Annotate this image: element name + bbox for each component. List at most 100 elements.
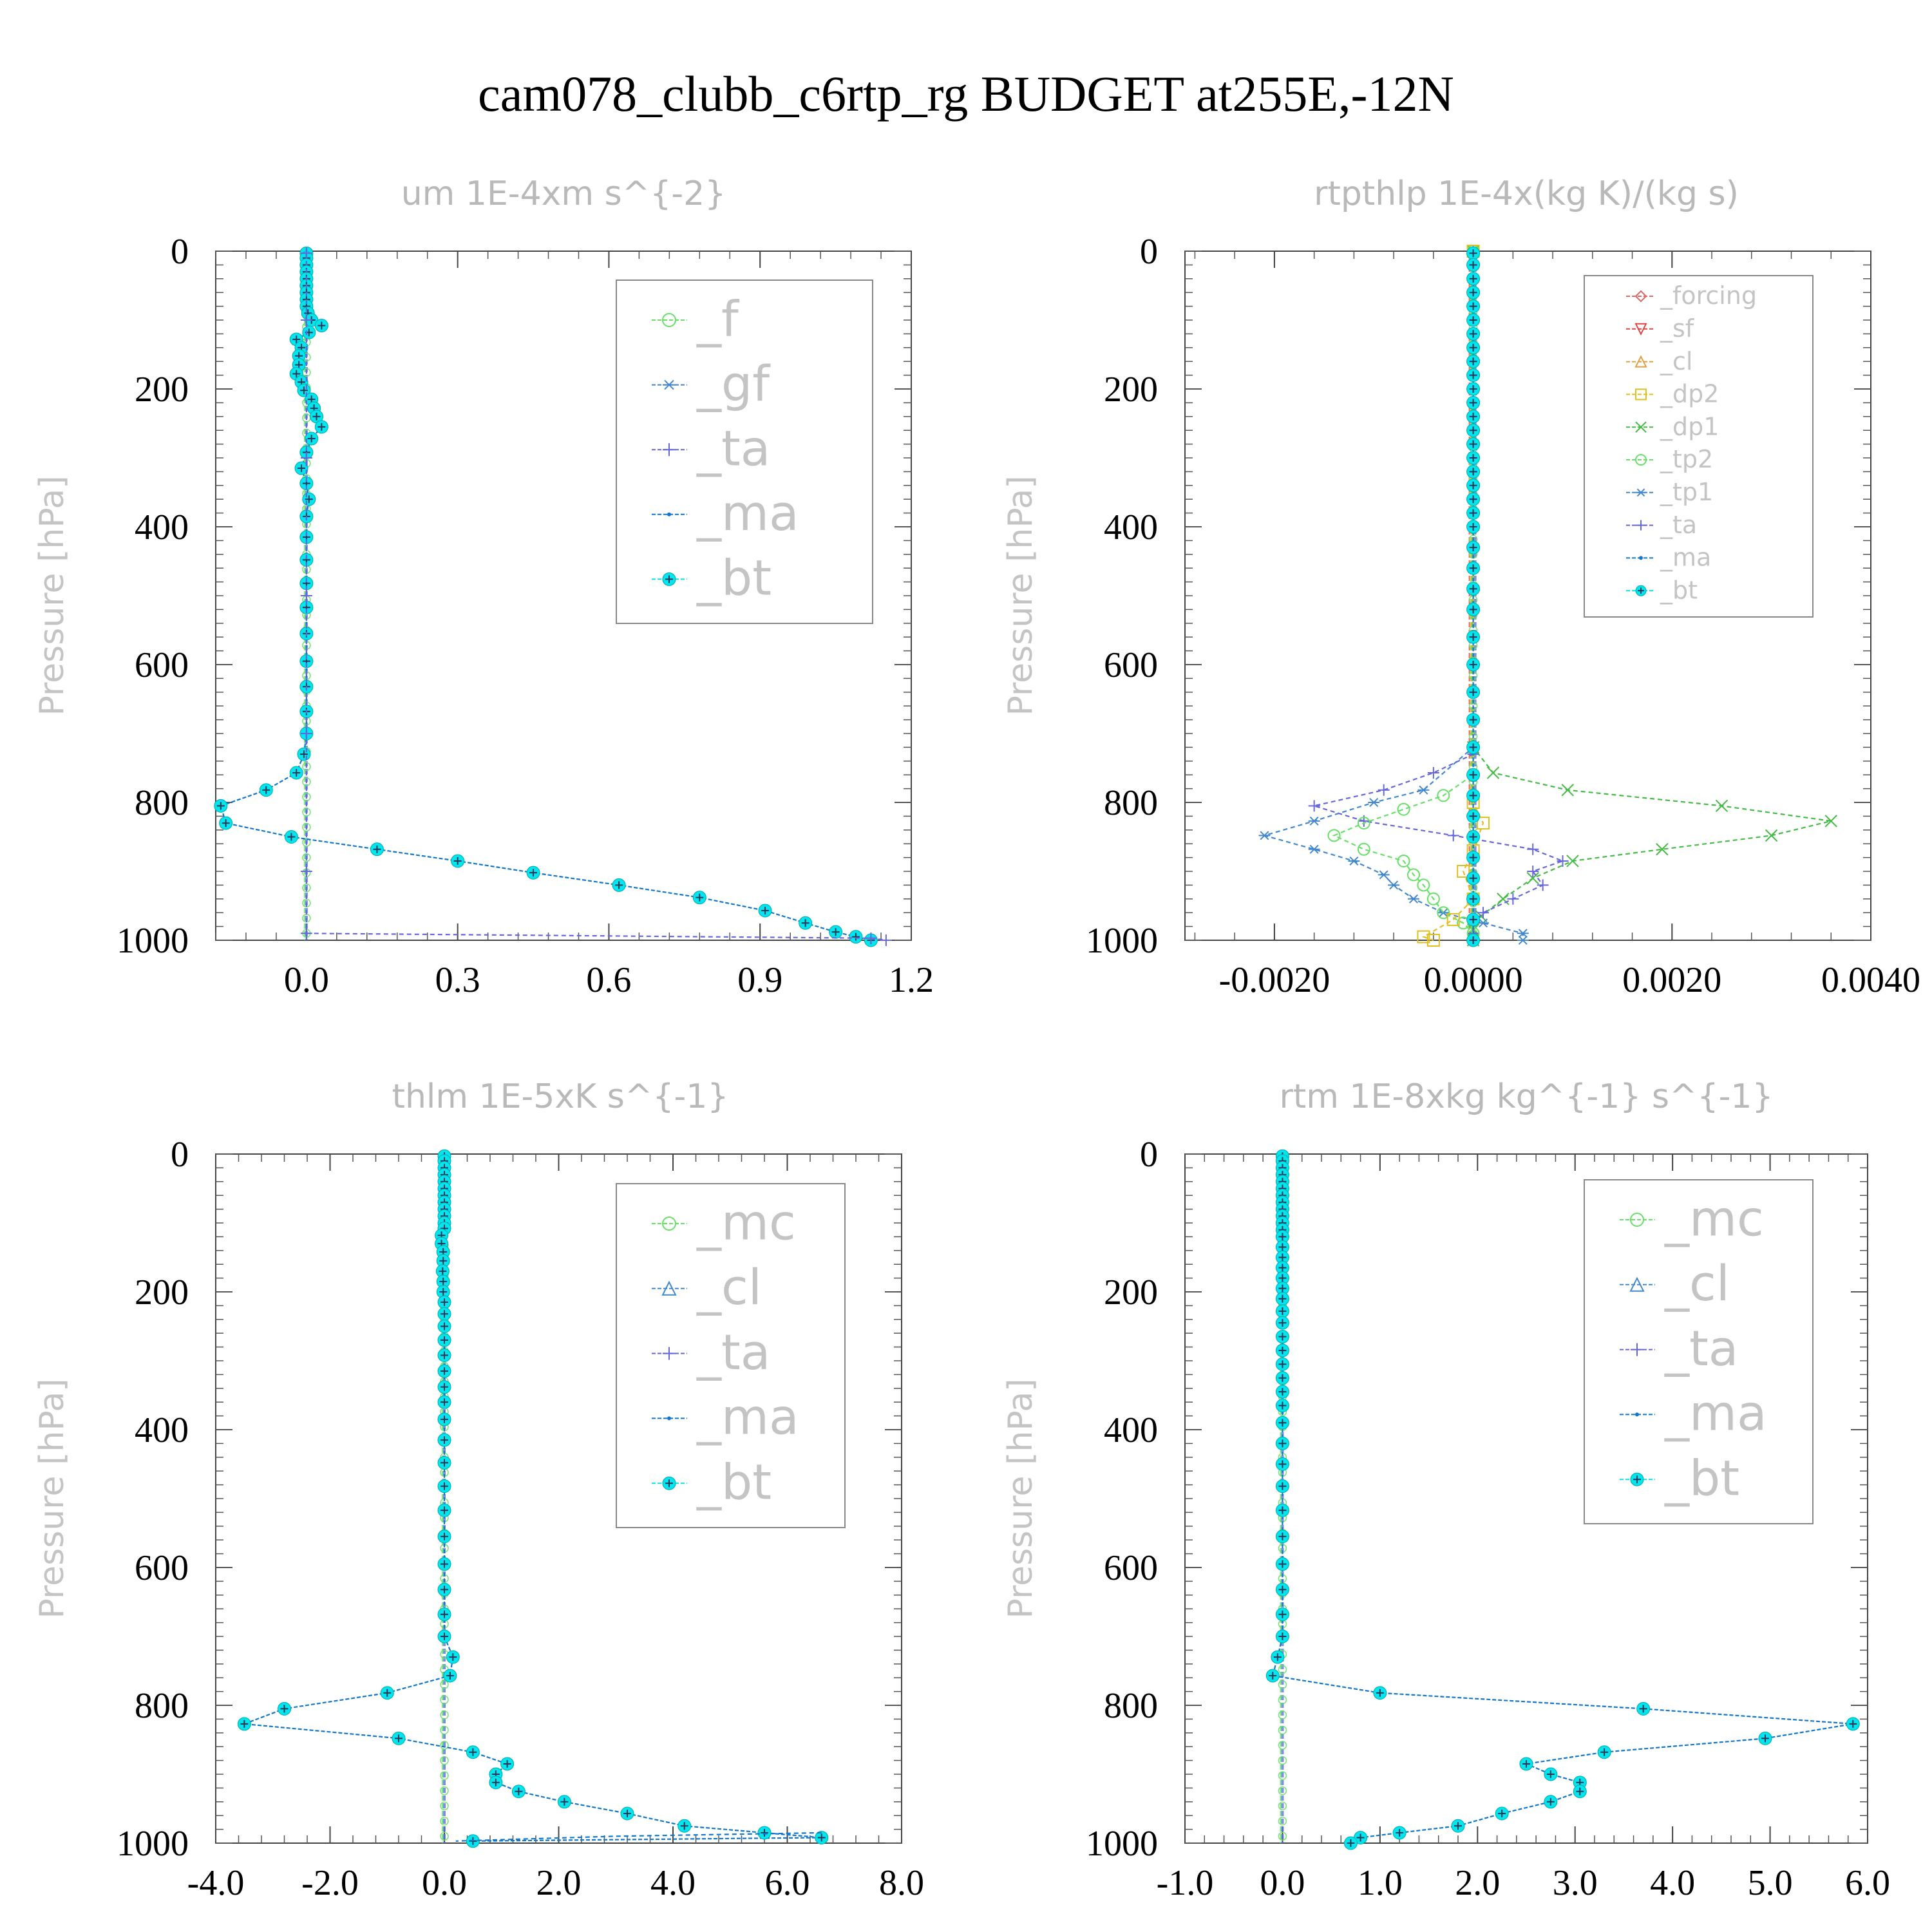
series-markers-bt	[1466, 246, 1481, 947]
data-point	[865, 932, 877, 944]
x-tick-label: 0.0	[284, 960, 329, 1000]
legend-label: _tp1	[1660, 478, 1713, 506]
data-point	[1368, 797, 1380, 808]
series-line-dp2	[1421, 251, 1484, 942]
data-point	[1397, 802, 1410, 816]
data-point	[1437, 789, 1450, 802]
legend-item-ta: _ta	[1620, 1320, 1738, 1377]
data-point	[1388, 880, 1400, 890]
x-tick-label: 8.0	[879, 1863, 924, 1903]
data-point	[300, 927, 312, 940]
legend-item-cl: _cl	[652, 1258, 762, 1316]
x-tick-label: 2.0	[536, 1863, 582, 1903]
legend-marker	[1634, 355, 1647, 368]
legend-item-mc: _mc	[1620, 1189, 1764, 1247]
y-tick-label: 600	[1104, 645, 1158, 685]
y-tick-label: 600	[1104, 1548, 1158, 1588]
legend-item-bt: _bt	[652, 549, 772, 607]
data-point	[1561, 784, 1574, 797]
legend-label: _cl	[1664, 1255, 1730, 1312]
series-line-tp2	[1332, 251, 1474, 940]
legend-item-ma: _ma	[652, 484, 799, 542]
data-point	[1308, 800, 1320, 812]
legend-marker	[667, 512, 671, 516]
figure-title: cam078_clubb_c6rtp_rg BUDGET at255E,-12N	[478, 66, 1454, 122]
legend-item-tp2: _tp2	[1626, 445, 1713, 473]
legend-item-bt: _bt	[1626, 576, 1698, 604]
legend-marker	[1636, 520, 1646, 531]
legend-marker	[667, 1416, 671, 1421]
data-point	[1537, 879, 1549, 891]
data-point	[1417, 785, 1430, 795]
y-tick-label: 400	[135, 1410, 189, 1450]
legend-item-ma: _ma	[652, 1388, 799, 1446]
data-point	[1397, 854, 1410, 867]
legend-marker	[1635, 421, 1647, 433]
legend-item-ma: _ma	[1626, 544, 1711, 572]
y-tick-label: 800	[135, 783, 189, 823]
y-tick-label: 1000	[117, 921, 189, 961]
series-line-dp1	[1472, 251, 1832, 940]
legend-marker	[1634, 323, 1647, 336]
x-tick-label: 6.0	[1845, 1863, 1890, 1903]
legend-item-mc: _mc	[652, 1193, 796, 1251]
legend-item-ta: _ta	[652, 420, 770, 477]
legend-item-forcing: _forcing	[1626, 281, 1757, 310]
y-axis-label: Pressure [hPa]	[1001, 1379, 1040, 1619]
legend-label: _tp2	[1660, 445, 1713, 473]
x-tick-label: -1.0	[1157, 1863, 1214, 1903]
legend-box	[1584, 275, 1814, 618]
legend-marker	[1631, 1343, 1643, 1356]
data-point	[1566, 855, 1579, 867]
legend-label: _dp2	[1660, 380, 1719, 408]
legend-item-bt: _bt	[1620, 1450, 1739, 1507]
legend-item-ta: _ta	[1626, 511, 1697, 539]
legend-label: _forcing	[1660, 281, 1757, 310]
series-markers-ta	[300, 247, 892, 946]
legend-label: _cl	[696, 1258, 762, 1316]
data-point	[1417, 878, 1430, 892]
y-tick-label: 0	[1140, 1135, 1158, 1175]
x-tick-label: 2.0	[1455, 1863, 1500, 1903]
legend-label: _sf	[1660, 314, 1695, 343]
x-tick-label: 0.0040	[1821, 960, 1920, 1000]
series-markers-tp1	[1258, 246, 1529, 945]
x-tick-label: 0.0020	[1622, 960, 1721, 1000]
data-point	[1446, 913, 1460, 926]
x-tick-label: 0.0000	[1424, 960, 1523, 1000]
data-point	[1517, 929, 1529, 938]
legend-box	[616, 279, 873, 624]
y-tick-label: 800	[135, 1686, 189, 1726]
data-point	[1426, 892, 1440, 905]
data-point	[300, 452, 312, 464]
legend-label: _ta	[696, 420, 770, 477]
legend-marker	[1635, 454, 1647, 466]
legend-label: _ma	[1660, 544, 1711, 572]
y-tick-label: 200	[1104, 1273, 1158, 1312]
x-tick-label: 4.0	[650, 1863, 696, 1903]
legend-label: _mc	[1664, 1189, 1764, 1247]
series-line-tp1	[1262, 251, 1524, 940]
y-tick-label: 200	[135, 1273, 189, 1312]
legend-marker	[1639, 556, 1643, 560]
legend-label: _bt	[696, 1454, 772, 1511]
y-axis-label: Pressure [hPa]	[33, 476, 71, 716]
data-point	[1477, 918, 1490, 928]
data-point	[1765, 829, 1778, 842]
y-tick-label: 800	[1104, 783, 1158, 823]
y-tick-label: 600	[135, 645, 189, 685]
legend-item-ma: _ma	[1620, 1385, 1767, 1442]
data-point	[1426, 934, 1440, 947]
panel-3: thlm 1E-5xK s^{-1} Pressure [hPa] -4.0 -2.0…	[33, 1077, 924, 1903]
legend-label: _ma	[696, 1388, 799, 1446]
legend-item-bt: _bt	[652, 1454, 772, 1511]
series-line-ta	[1311, 251, 1565, 940]
data-point	[1517, 935, 1529, 945]
legend-item-dp2: _dp2	[1626, 380, 1719, 408]
data-point	[880, 934, 892, 946]
panel-title: rtpthlp 1E-4x(kg K)/(kg s)	[1314, 175, 1739, 213]
legend-label: _ma	[1664, 1385, 1767, 1442]
legend-item-ta: _ta	[652, 1323, 770, 1381]
legend-label: _ta	[1664, 1320, 1738, 1377]
data-point	[1357, 842, 1370, 856]
